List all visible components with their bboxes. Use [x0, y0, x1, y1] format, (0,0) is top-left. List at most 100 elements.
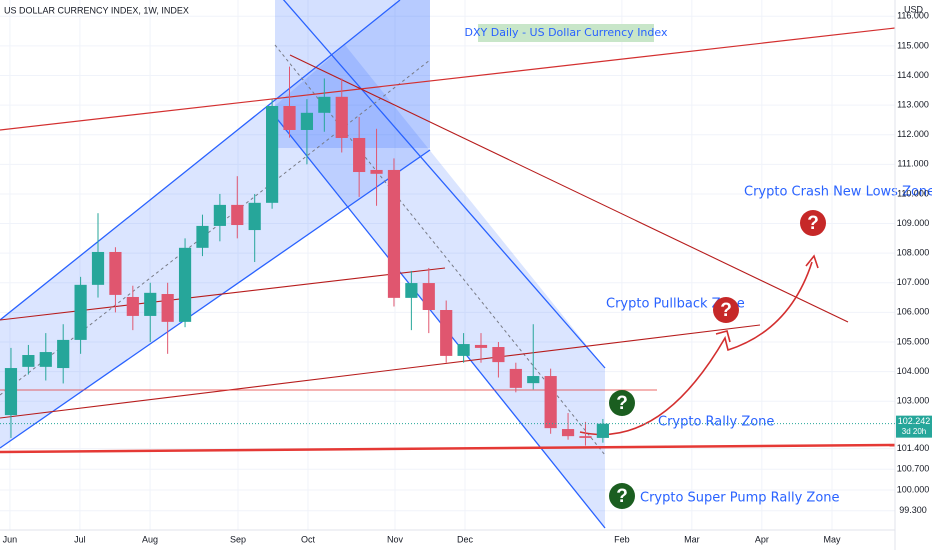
candle-body: [39, 352, 52, 367]
candle-body: [492, 347, 505, 363]
y-tick-label: 113.000: [897, 99, 929, 109]
candle-body: [509, 368, 522, 388]
support-line: [0, 443, 896, 454]
trend-line: [0, 324, 761, 419]
arrow-head: [715, 254, 819, 343]
candle-body: [422, 283, 435, 311]
candle-body: [440, 310, 453, 356]
channel-line: [0, 0, 401, 321]
x-tick-label: Jun: [3, 534, 18, 544]
candle-body: [474, 344, 488, 348]
annotation: Crypto Super Pump Rally Zone: [640, 491, 840, 506]
question-icon: [713, 297, 739, 323]
y-tick-label: 101.400: [897, 443, 930, 453]
x-tick-label: Dec: [457, 534, 474, 544]
x-tick-label: Mar: [684, 534, 700, 544]
candle-body: [22, 355, 35, 367]
last-price-box: [896, 415, 932, 438]
y-tick-label: 103.000: [897, 396, 930, 406]
y-tick-label: 99.300: [899, 505, 927, 515]
candle-body: [266, 106, 279, 203]
candle-body: [318, 96, 331, 113]
trend-line: [289, 54, 849, 323]
y-tick-label: 100.700: [897, 464, 930, 474]
question-mark: ?: [616, 393, 628, 414]
candle-body: [353, 137, 366, 173]
annotation: Crypto Pullback Zone: [606, 297, 745, 312]
y-tick-label: 100.000: [897, 484, 930, 494]
mid-line: [0, 59, 431, 396]
y-tick-label: 105.000: [897, 336, 930, 346]
overlay: US DOLLAR CURRENCY INDEX, 1W, INDEX DXY …: [4, 5, 932, 509]
y-tick-label: 114.000: [897, 70, 929, 80]
candle-body: [579, 436, 592, 438]
projection-arrow: [579, 261, 813, 436]
candle-body: [370, 169, 383, 174]
candle-body: [74, 284, 87, 340]
x-tick-label: Sep: [230, 534, 246, 544]
question-icon: [609, 483, 635, 509]
x-tick-label: Jul: [74, 534, 86, 544]
candle-body: [57, 339, 70, 369]
candle-body: [405, 283, 418, 298]
candle-body: [248, 202, 261, 231]
candle-body: [213, 204, 226, 226]
candle-body: [126, 296, 139, 316]
candle-body: [596, 423, 609, 438]
question-icon: [800, 210, 826, 236]
candle-body: [161, 294, 174, 322]
y-tick-label: 106.000: [897, 307, 930, 317]
countdown: 3d 20h: [902, 427, 926, 436]
candle-body: [457, 344, 470, 356]
y-axis-label: USD: [904, 4, 924, 14]
question-mark: ?: [807, 213, 819, 234]
y-tick-label: 115.000: [897, 40, 929, 50]
y-tick-label: 109.000: [897, 218, 930, 228]
y-tick-label: 116.000: [897, 11, 929, 21]
x-tick-label: Apr: [755, 534, 769, 544]
question-mark: ?: [720, 300, 732, 321]
candle-body: [300, 112, 314, 130]
candle-body: [561, 429, 575, 437]
candle-body: [196, 225, 209, 248]
channel-line: [282, 0, 606, 369]
x-tick-label: Nov: [387, 534, 404, 544]
annotation: Crypto Crash New Lows Zone: [744, 185, 932, 200]
candle-body: [109, 251, 122, 295]
y-tick-label: 108.000: [897, 248, 930, 258]
x-tick-label: Aug: [142, 534, 158, 544]
question-icon: [609, 390, 635, 416]
candle-body: [283, 106, 296, 130]
channel-line: [269, 109, 606, 529]
candle-body: [544, 376, 557, 429]
candle-body: [231, 204, 244, 226]
channel-line: [0, 149, 431, 449]
candle-body: [4, 368, 18, 416]
y-tick-label: 104.000: [897, 366, 930, 376]
candles: [4, 66, 609, 446]
question-mark: ?: [616, 486, 628, 507]
candle-body: [178, 247, 192, 322]
x-tick-label: Feb: [614, 534, 630, 544]
subtitle-box: [478, 24, 654, 42]
candle-body: [144, 292, 157, 316]
x-tick-label: May: [823, 534, 841, 544]
y-tick-label: 111.000: [897, 159, 928, 169]
candle-body: [91, 251, 105, 285]
subtitle: DXY Daily - US Dollar Currency Index: [465, 26, 668, 39]
last-price-label: 102.242: [898, 416, 931, 426]
trend-line: [0, 267, 446, 321]
trend-line: [0, 27, 896, 131]
candle-body: [335, 96, 348, 138]
chart-title: US DOLLAR CURRENCY INDEX, 1W, INDEX: [4, 5, 189, 15]
x-tick-label: Oct: [301, 534, 316, 544]
annotation: Crypto Rally Zone: [658, 415, 774, 430]
y-tick-label: 112.000: [897, 129, 929, 139]
candle-body: [387, 169, 401, 298]
y-tick-label: 110.000: [897, 188, 929, 198]
candle-body: [527, 376, 540, 384]
y-tick-label: 107.000: [897, 277, 930, 287]
